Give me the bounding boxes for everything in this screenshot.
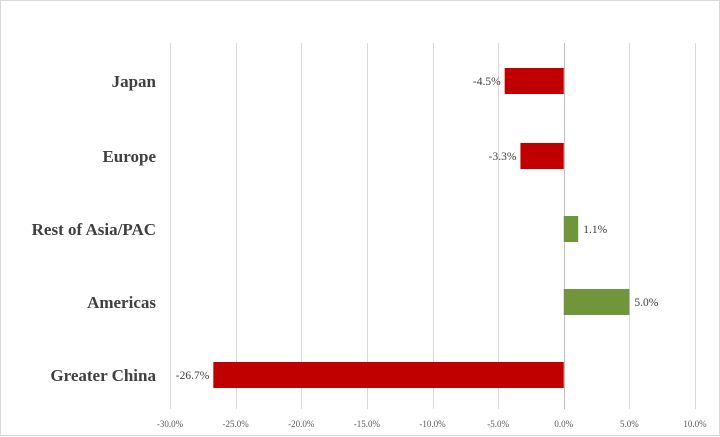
x-tick-label: -25.0% xyxy=(223,419,250,429)
x-tick-label: -15.0% xyxy=(354,419,381,429)
data-label: -26.7% xyxy=(176,370,210,382)
bar xyxy=(504,68,564,94)
x-axis-ticks: -30.0% -25.0% -20.0% -15.0% -10.0% -5.0% 0.0% 5… xyxy=(157,419,707,429)
category-label: Greater China xyxy=(50,366,156,385)
bar xyxy=(520,143,564,169)
gridlines xyxy=(170,43,696,409)
bars xyxy=(213,68,630,388)
data-label: 5.0% xyxy=(634,297,658,309)
data-label: 1.1% xyxy=(583,224,607,236)
data-label: -4.5% xyxy=(473,76,501,88)
bar xyxy=(563,289,630,315)
x-tick-label: -5.0% xyxy=(487,419,509,429)
bar xyxy=(563,216,579,242)
x-tick-label: 10.0% xyxy=(683,419,707,429)
x-tick-label: -20.0% xyxy=(288,419,315,429)
category-label: Japan xyxy=(112,72,157,91)
category-label: Americas xyxy=(87,293,156,312)
labels: Japan -4.5% Europe -3.3% Rest of Asia/PAC 1.1… xyxy=(32,72,659,385)
category-label: Rest of Asia/PAC xyxy=(32,220,156,239)
x-tick-label: -30.0% xyxy=(157,419,184,429)
x-tick-label: -10.0% xyxy=(419,419,446,429)
bar xyxy=(213,362,564,388)
data-label: -3.3% xyxy=(489,151,517,163)
category-label: Europe xyxy=(102,147,156,166)
x-tick-label: 0.0% xyxy=(554,419,573,429)
x-tick-label: 5.0% xyxy=(620,419,639,429)
